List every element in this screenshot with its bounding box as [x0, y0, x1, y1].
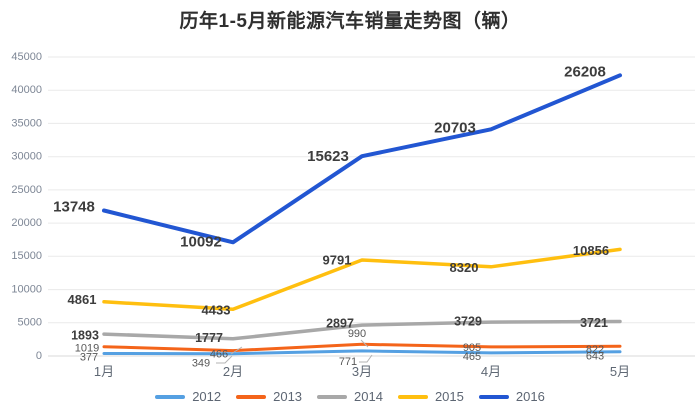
series-line-2012 [102, 349, 622, 356]
series-line-2015 [102, 247, 622, 312]
data-label-2015-3月: 9791 [323, 252, 352, 267]
data-label-2012-1月: 377 [80, 351, 98, 363]
data-label-2013-2月: 466 [210, 349, 228, 361]
data-label-2016-5月: 26208 [564, 63, 606, 80]
x-tick-4: 4月 [481, 364, 501, 379]
y-tick-35000: 35000 [11, 117, 42, 129]
data-label-2014-3月: 2897 [326, 316, 354, 330]
data-label-2015-2月: 4433 [202, 303, 231, 318]
data-label-2013-5月: 822 [586, 344, 604, 356]
series-line-2013 [102, 342, 622, 353]
y-tick-45000: 45000 [11, 51, 42, 63]
series-line-2014 [102, 319, 622, 341]
legend-item-2016[interactable]: 2016 [478, 389, 545, 404]
y-tick-40000: 40000 [11, 84, 42, 96]
data-label-2013-4月: 905 [463, 342, 481, 354]
data-label-2013-1月: 1019 [75, 343, 99, 355]
y-tick-10000: 10000 [11, 284, 42, 296]
data-label-2015-1月: 4861 [68, 292, 97, 307]
y-tick-5000: 5000 [18, 317, 42, 329]
y-tick-30000: 30000 [11, 151, 42, 163]
data-label-2015-4月: 8320 [450, 260, 479, 275]
legend-swatch-2015 [397, 394, 428, 399]
x-tick-1: 1月 [94, 364, 114, 379]
y-tick-25000: 25000 [11, 184, 42, 196]
series-line-2016 [102, 73, 622, 245]
x-tick-3: 3月 [352, 364, 372, 379]
data-label-2016-3月: 15623 [307, 148, 349, 165]
legend-swatch-2016 [478, 394, 509, 399]
data-label-2014-4月: 3729 [454, 314, 482, 328]
legend-swatch-2012 [155, 394, 186, 399]
legend-label-2014: 2014 [354, 389, 383, 404]
label-leader-line [359, 354, 373, 363]
y-tick-20000: 20000 [11, 217, 42, 229]
data-label-2012-4月: 465 [463, 351, 481, 363]
data-label-2013-3月: 990 [348, 328, 366, 340]
legend-label-2015: 2015 [434, 389, 464, 404]
data-label-2014-5月: 3721 [580, 316, 608, 330]
x-tick-2: 2月 [223, 364, 243, 379]
data-label-2014-2月: 1777 [195, 331, 223, 345]
data-label-2014-1月: 1893 [71, 328, 99, 342]
legend-label-2012: 2012 [192, 389, 222, 404]
legend-item-2014[interactable]: 2014 [317, 389, 383, 404]
y-tick-15000: 15000 [11, 250, 42, 262]
legend-swatch-2013 [236, 394, 267, 399]
data-label-2016-2月: 10092 [180, 233, 222, 250]
label-leader-line [230, 346, 243, 355]
legend-item-2012[interactable]: 2012 [155, 389, 221, 404]
data-label-2012-3月: 771 [339, 356, 357, 368]
data-label-2012-5月: 643 [586, 351, 604, 363]
legend-swatch-2014 [317, 394, 348, 399]
label-leader-line [360, 339, 369, 348]
legend: 2012 2013 2014 2015 2016 [0, 389, 700, 404]
legend-item-2015[interactable]: 2015 [397, 389, 464, 404]
x-tick-5: 5月 [610, 364, 630, 379]
data-label-2012-2月: 349 [192, 358, 210, 370]
y-tick-0: 0 [36, 350, 42, 362]
legend-item-2013[interactable]: 2013 [236, 389, 302, 404]
data-label-2015-5月: 10856 [573, 243, 609, 258]
chart-title: 历年1-5月新能源汽车销量走势图（辆） [179, 11, 521, 32]
label-leader-line [216, 355, 233, 364]
data-label-2016-4月: 20703 [434, 119, 476, 136]
legend-label-2016: 2016 [515, 389, 545, 404]
data-label-2016-1月: 13748 [53, 198, 95, 215]
legend-label-2013: 2013 [273, 389, 303, 404]
